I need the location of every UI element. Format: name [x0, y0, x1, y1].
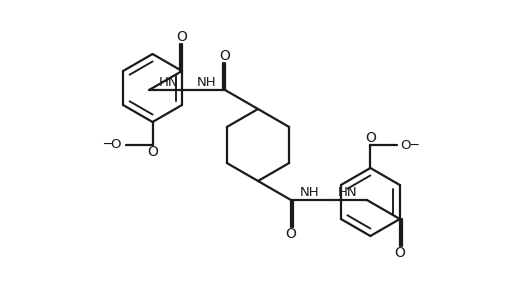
Text: O─: O─ — [400, 139, 419, 152]
Text: O: O — [177, 30, 188, 45]
Text: HN: HN — [158, 76, 178, 89]
Text: ─O: ─O — [103, 138, 122, 151]
Text: NH: NH — [196, 76, 216, 89]
Text: O: O — [220, 50, 231, 63]
Text: O: O — [365, 131, 376, 145]
Text: HN: HN — [338, 187, 358, 200]
Text: O: O — [395, 246, 405, 260]
Text: NH: NH — [300, 187, 320, 200]
Text: O: O — [286, 226, 297, 241]
Text: O: O — [147, 145, 158, 159]
